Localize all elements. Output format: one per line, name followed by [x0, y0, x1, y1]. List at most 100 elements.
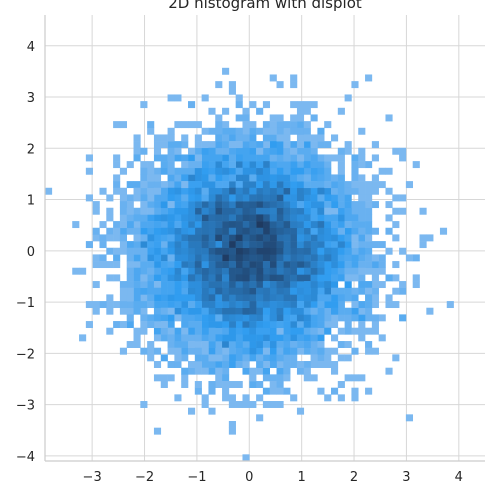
histogram-cell: [351, 207, 359, 215]
histogram-cell: [283, 234, 291, 242]
histogram-cell: [140, 307, 148, 315]
histogram-cell: [201, 247, 209, 255]
histogram-cell: [310, 134, 318, 142]
histogram-cell: [160, 381, 168, 388]
histogram-cell: [262, 221, 271, 229]
histogram-cell: [310, 354, 318, 362]
histogram-cell: [235, 334, 243, 342]
histogram-cell: [167, 254, 175, 262]
histogram-cell: [317, 134, 325, 142]
histogram-cell: [140, 294, 148, 302]
histogram-cell: [181, 287, 189, 295]
histogram-cell: [222, 181, 230, 189]
histogram-cell: [365, 207, 373, 215]
histogram-cell: [310, 221, 318, 229]
histogram-cell: [303, 234, 311, 242]
histogram-cell: [290, 254, 298, 262]
histogram-cell: [324, 194, 332, 202]
histogram-cell: [262, 367, 271, 375]
histogram-cell: [215, 327, 223, 335]
histogram-cell: [160, 134, 168, 142]
histogram-cell: [215, 287, 223, 295]
histogram-cell: [290, 154, 298, 162]
histogram-cell: [358, 314, 366, 322]
histogram-cell: [85, 301, 93, 309]
histogram-cell: [160, 354, 168, 362]
histogram-cell: [119, 347, 128, 355]
histogram-cell: [331, 221, 339, 229]
histogram-cell: [228, 347, 236, 355]
histogram-cell: [235, 401, 243, 408]
histogram-cell: [242, 354, 250, 362]
histogram-cell: [113, 174, 121, 182]
histogram-cell: [174, 301, 182, 309]
histogram-cell: [133, 327, 141, 335]
histogram-cell: [269, 247, 277, 255]
histogram-cell: [351, 201, 359, 209]
histogram-cell: [358, 281, 366, 289]
histogram-cell: [147, 267, 155, 275]
histogram-cell: [201, 401, 209, 408]
histogram-cell: [133, 207, 141, 215]
histogram-cell: [262, 134, 271, 142]
histogram-cell: [290, 267, 298, 275]
histogram-cell: [126, 341, 134, 348]
histogram-cell: [235, 274, 243, 282]
histogram-cell: [133, 301, 141, 309]
y-tick-label: −3: [16, 399, 35, 414]
histogram-cell: [228, 314, 236, 322]
histogram-cell: [188, 274, 196, 282]
histogram-cell: [133, 241, 141, 249]
histogram-cell: [365, 281, 373, 289]
histogram-cell: [147, 167, 155, 175]
histogram-cell: [358, 247, 366, 255]
histogram-cell: [324, 301, 332, 309]
histogram-cell: [215, 314, 223, 322]
histogram-cell: [256, 267, 264, 275]
histogram-cell: [153, 307, 162, 315]
histogram-cell: [113, 247, 121, 255]
histogram-cell: [276, 121, 284, 129]
histogram-cell: [106, 194, 114, 202]
histogram-cell: [256, 207, 264, 215]
histogram-cell: [310, 314, 318, 322]
histogram-cell: [140, 207, 148, 215]
histogram-cell: [106, 274, 114, 282]
histogram-cell: [181, 154, 189, 162]
histogram-cell: [174, 201, 182, 209]
histogram-cell: [310, 361, 318, 368]
histogram-cell: [249, 221, 257, 229]
histogram-cell: [222, 381, 230, 388]
histogram-cell: [188, 194, 196, 202]
histogram-cell: [181, 267, 189, 275]
histogram-cell: [324, 287, 332, 295]
histogram-cell: [296, 154, 305, 162]
histogram-cell: [188, 227, 196, 235]
histogram-cell: [358, 161, 366, 169]
histogram-cell: [439, 227, 448, 235]
histogram-cell: [290, 101, 298, 109]
histogram-cell: [317, 294, 325, 302]
histogram-cell: [269, 354, 277, 362]
histogram-cell: [215, 354, 223, 362]
histogram-cell: [228, 207, 236, 215]
histogram-cell: [181, 321, 189, 329]
histogram-cell: [344, 214, 352, 222]
histogram-cell: [174, 287, 182, 295]
histogram-cell: [242, 247, 250, 255]
histogram-cell: [167, 221, 175, 229]
histogram-cell: [331, 194, 339, 202]
histogram-cell: [392, 207, 400, 215]
histogram-cell: [119, 247, 128, 255]
histogram-cell: [283, 134, 291, 142]
histogram-cell: [283, 241, 291, 249]
histogram-cell: [344, 294, 352, 302]
histogram-cell: [113, 301, 121, 309]
histogram-cell: [188, 221, 196, 229]
histogram-cell: [351, 347, 359, 355]
histogram-cell: [153, 347, 162, 355]
histogram-cell: [222, 274, 230, 282]
histogram-cell: [262, 161, 271, 169]
histogram-cell: [126, 201, 134, 209]
histogram-cell: [119, 241, 128, 249]
